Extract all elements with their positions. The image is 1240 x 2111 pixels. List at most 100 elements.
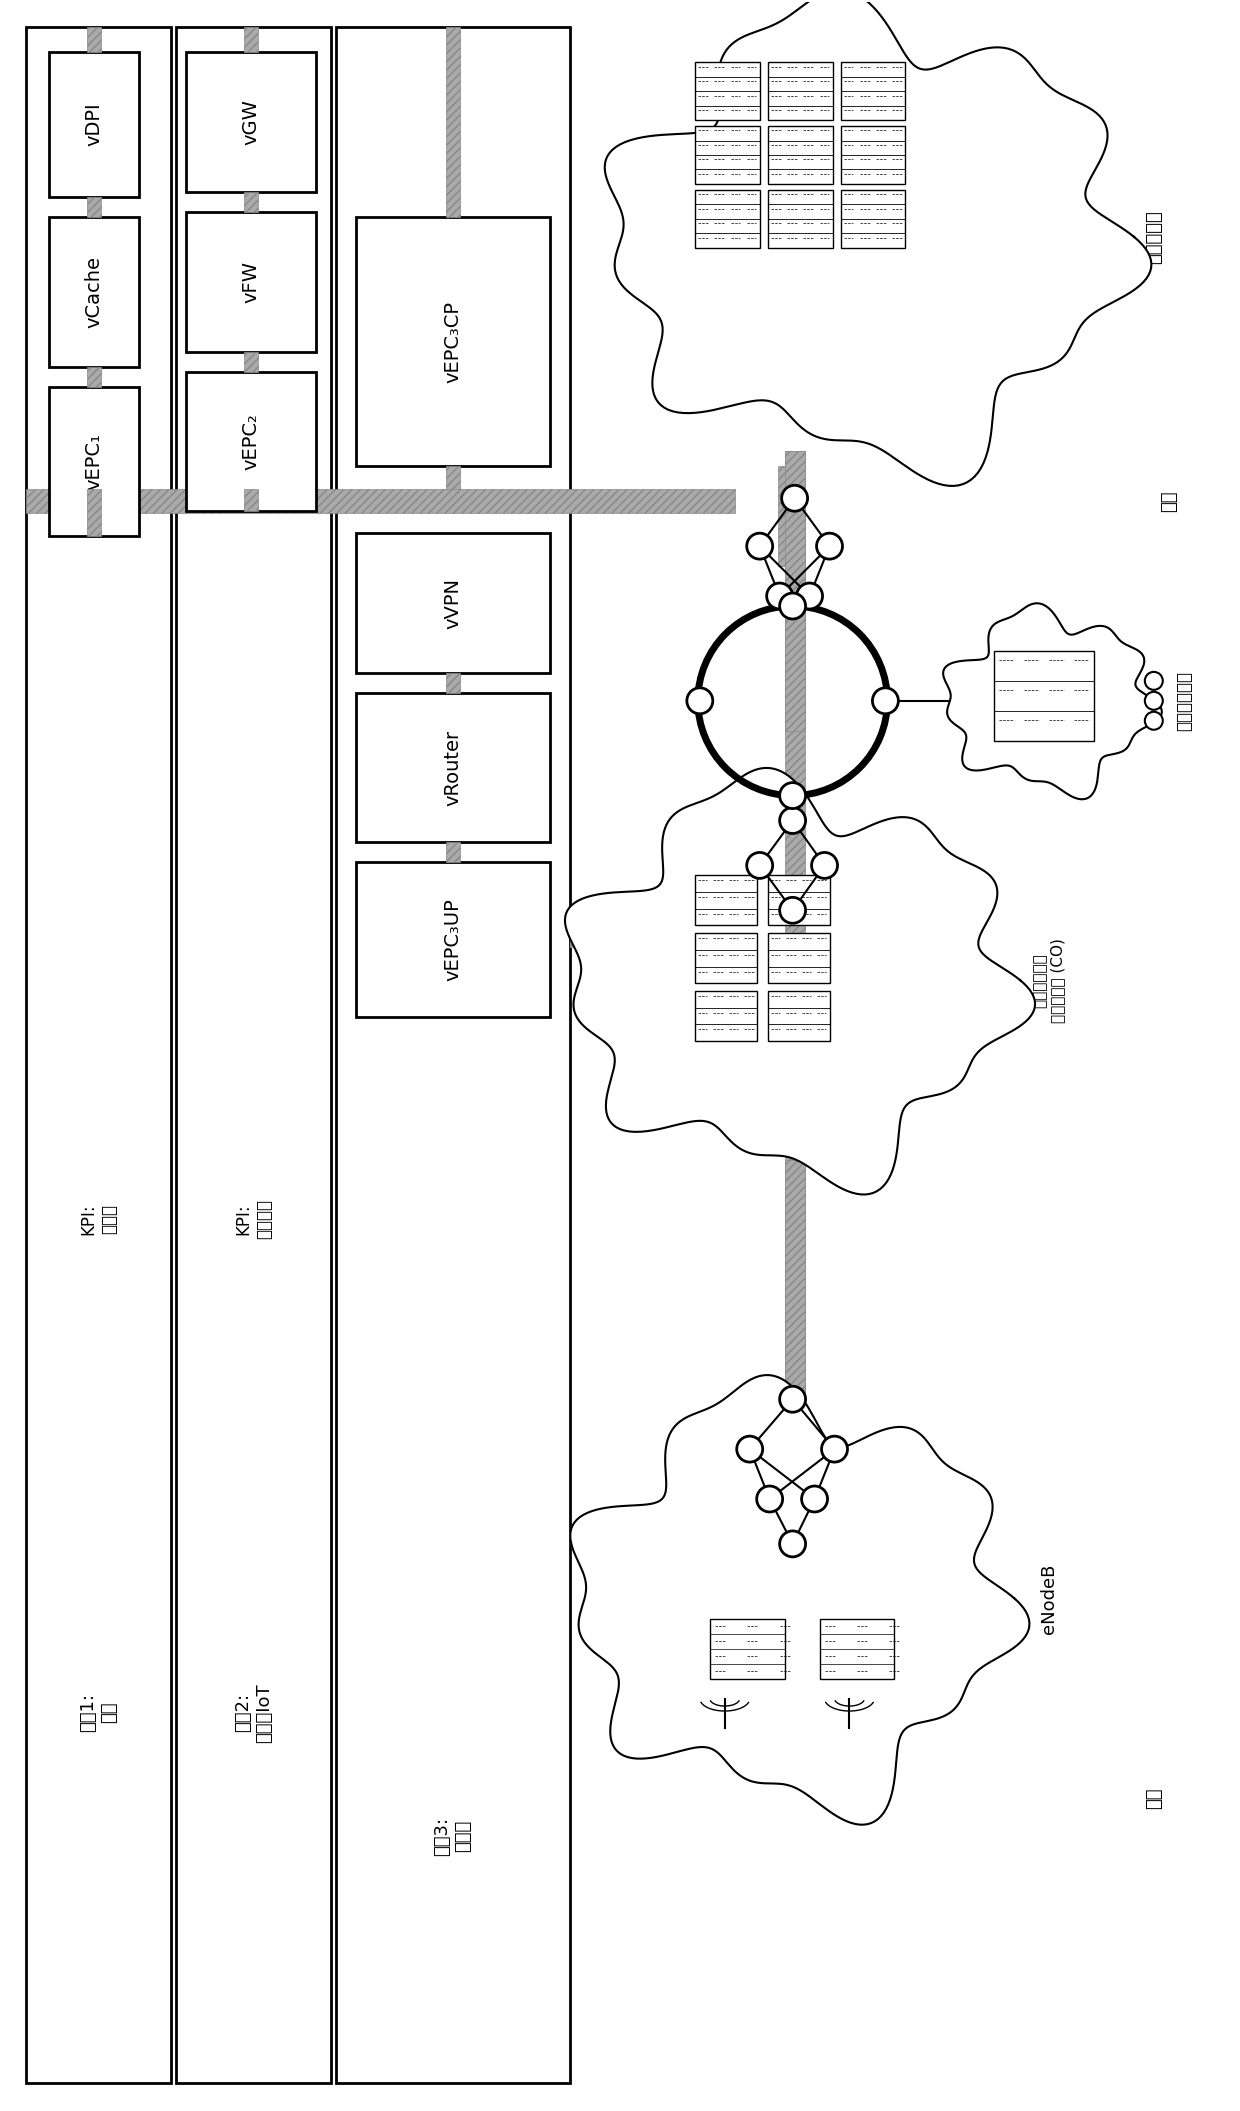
Text: vCache: vCache [84, 255, 104, 327]
Bar [785, 452, 805, 730]
Bar [768, 190, 832, 247]
Bar [446, 467, 460, 490]
Text: 本地数据中心
中心办公室 (CO): 本地数据中心 中心办公室 (CO) [1033, 937, 1065, 1022]
Circle shape [780, 593, 806, 619]
Bar [336, 27, 570, 2084]
Text: vFW: vFW [242, 262, 260, 302]
Bar [176, 27, 331, 2084]
Bar [768, 933, 830, 984]
Bar [694, 933, 756, 984]
Bar [244, 353, 258, 372]
Text: 切片2:
大规模IoT: 切片2: 大规模IoT [234, 1682, 273, 1742]
Circle shape [687, 688, 713, 714]
Bar [768, 876, 830, 925]
Text: 切片3:
工业的: 切片3: 工业的 [434, 1815, 472, 1856]
Bar [570, 933, 785, 946]
Bar [186, 372, 316, 511]
Bar [785, 1543, 805, 1644]
Bar [50, 217, 139, 367]
Polygon shape [944, 604, 1162, 800]
Bar [841, 190, 905, 247]
Bar [244, 192, 258, 211]
Text: vEPC₃UP: vEPC₃UP [444, 899, 463, 982]
Circle shape [737, 1435, 763, 1463]
Bar [356, 692, 551, 842]
Circle shape [822, 1435, 847, 1463]
Bar [841, 61, 905, 120]
Circle shape [746, 853, 773, 878]
Circle shape [1145, 692, 1163, 709]
Text: vEPC₃CP: vEPC₃CP [444, 300, 463, 382]
Bar [356, 217, 551, 467]
Bar [820, 1619, 894, 1678]
Circle shape [1145, 711, 1163, 730]
Circle shape [780, 783, 806, 809]
Bar [994, 650, 1094, 741]
Bar [26, 27, 171, 2084]
Bar [785, 1159, 805, 1429]
Circle shape [746, 534, 773, 559]
Bar [356, 534, 551, 673]
Circle shape [766, 583, 792, 608]
Bar [356, 863, 551, 1018]
Text: KPI:
时延: KPI: 时延 [398, 543, 438, 574]
Bar [26, 490, 735, 513]
Circle shape [1145, 671, 1163, 690]
Bar [244, 27, 258, 53]
Bar [186, 53, 316, 192]
Text: 聚合: 聚合 [1145, 1788, 1163, 1809]
Bar [87, 27, 102, 53]
Text: KPI:
吞吐量: KPI: 吞吐量 [79, 1203, 118, 1235]
Bar [87, 490, 102, 536]
Bar [244, 490, 258, 511]
Text: vEPC₂: vEPC₂ [242, 414, 260, 471]
Bar [87, 367, 102, 386]
Polygon shape [565, 768, 1035, 1195]
Circle shape [756, 1486, 782, 1511]
Bar [777, 467, 791, 566]
Text: 切片1:
宽带: 切片1: 宽带 [79, 1693, 118, 1733]
Circle shape [780, 809, 806, 834]
Bar [785, 1400, 805, 1429]
Bar [785, 452, 805, 1400]
Bar [694, 127, 760, 184]
Bar [768, 992, 830, 1041]
Bar [709, 1619, 785, 1678]
Bar [694, 876, 756, 925]
Bar [694, 992, 756, 1041]
Bar [841, 127, 905, 184]
Text: KPI:
分组丢失: KPI: 分组丢失 [234, 1199, 273, 1239]
Text: vEPC₁: vEPC₁ [84, 433, 104, 490]
Polygon shape [605, 0, 1152, 486]
Bar [50, 53, 139, 196]
Bar [446, 673, 460, 692]
Bar [768, 127, 832, 184]
Polygon shape [570, 1374, 1029, 1824]
Bar [570, 933, 740, 946]
Bar [186, 211, 316, 353]
Bar [50, 386, 139, 536]
Circle shape [781, 486, 807, 511]
Text: 传送: 传送 [1159, 490, 1178, 513]
Text: 本地数据中心: 本地数据中心 [1174, 671, 1193, 730]
Text: vDPI: vDPI [84, 103, 104, 146]
Circle shape [817, 534, 842, 559]
Bar [694, 190, 760, 247]
Text: vGW: vGW [242, 99, 260, 146]
Circle shape [811, 853, 837, 878]
Bar [694, 61, 760, 120]
Circle shape [796, 583, 822, 608]
Circle shape [780, 897, 806, 923]
Circle shape [780, 1387, 806, 1412]
Circle shape [780, 1530, 806, 1558]
Circle shape [801, 1486, 827, 1511]
Text: vVPN: vVPN [444, 578, 463, 629]
Text: vRouter: vRouter [444, 730, 463, 806]
Bar [87, 196, 102, 217]
Circle shape [873, 688, 898, 714]
Bar [768, 61, 832, 120]
Bar [446, 842, 460, 863]
Bar [446, 27, 460, 217]
Bar [785, 796, 805, 935]
Text: eNodeB: eNodeB [1040, 1564, 1058, 1634]
